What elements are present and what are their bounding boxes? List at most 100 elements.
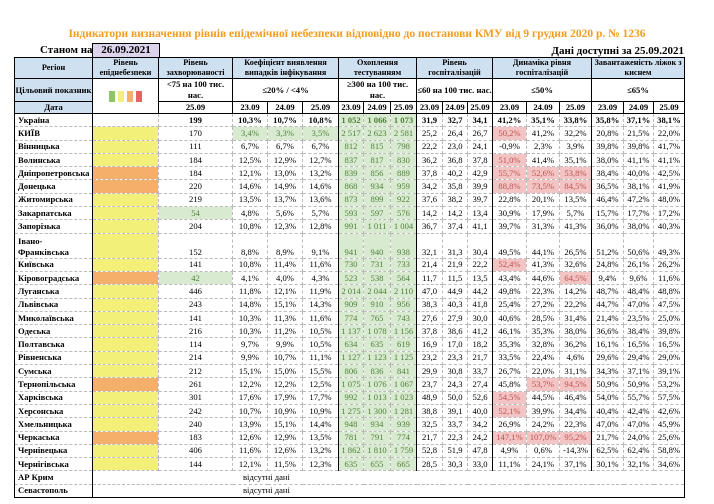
region-name: Рівненська	[14, 350, 93, 366]
level-cell	[92, 417, 159, 432]
dyn-cell: 28,5%	[526, 310, 560, 326]
incidence-cell: 261	[158, 377, 233, 392]
dyn-cell: 39,7%	[492, 219, 527, 234]
coef-cell: 12,9%	[267, 152, 303, 168]
dyn-cell: 35,1%	[559, 152, 592, 168]
hosp-cell: 24,2	[467, 430, 493, 445]
coef-cell: 10,9%	[302, 403, 339, 419]
dyn-cell: 35,3%	[492, 337, 527, 352]
incidence-cell: 183	[158, 430, 233, 445]
test-cell: 1 011	[363, 219, 391, 234]
coef-cell: 14,6%	[302, 179, 339, 194]
date-cell: 24.09	[363, 101, 391, 114]
hosp-cell: 18,2	[467, 337, 493, 352]
beds-cell: 55,7%	[623, 390, 654, 405]
target-incidence: <75 на 100 тис. нас.	[158, 78, 233, 102]
beds-cell: 40,0%	[623, 166, 654, 181]
region-name: Миколаївська	[14, 310, 93, 326]
region-name: Полтавська	[14, 337, 93, 352]
coef-cell: 12,6%	[232, 430, 268, 445]
test-cell: 619	[390, 337, 417, 352]
dyn-cell: 49,8%	[492, 284, 527, 299]
dyn-cell: 27,2%	[526, 297, 560, 312]
test-cell: 774	[338, 310, 364, 326]
table-row: Київська 141 10,8% 11,4% 11,6% 730 731 733 21,4 2…	[14, 257, 685, 272]
hosp-cell: 37,8	[416, 166, 443, 181]
coef-cell: 12,2%	[267, 377, 303, 392]
hosp-cell: 27,9	[442, 310, 468, 326]
dyn-cell: 32,2%	[559, 126, 592, 141]
test-cell: 523	[338, 270, 364, 286]
level-cell	[92, 430, 159, 445]
dyn-cell: 22,3%	[559, 417, 592, 432]
no-data-cell: відсутні дані	[92, 470, 685, 485]
hosp-cell: 36,2	[416, 152, 443, 168]
level-cell	[92, 257, 159, 272]
test-cell: 940	[363, 232, 391, 259]
table-row: КИЇВ 170 3,4% 3,3% 3,5% 2 517 2 623 2 581 25,2 26…	[14, 126, 685, 141]
dyn-cell: 44,6%	[526, 270, 560, 286]
coef-cell: 9,7%	[232, 337, 268, 352]
test-cell: 991	[338, 219, 364, 234]
level-cell	[92, 126, 159, 141]
level-legend	[92, 78, 159, 114]
hosp-cell: 11,7	[416, 270, 443, 286]
incidence-cell: 219	[158, 192, 233, 208]
header-incidence: Рівень захворюваності	[158, 57, 233, 79]
beds-cell: 23,5%	[623, 310, 654, 326]
beds-cell: 47,0%	[623, 297, 654, 312]
beds-cell: 47,0%	[623, 417, 654, 432]
test-cell: 564	[390, 270, 417, 286]
dyn-cell: 26,7%	[492, 364, 527, 379]
test-cell: 2 110	[390, 284, 417, 299]
table-row: Кіровоградська 42 4,1% 4,0% 4,3% 523 538 564 11,…	[14, 270, 685, 286]
data-available-label: Дані доступні за 25.09.2021	[551, 45, 684, 57]
test-cell: 941	[338, 232, 364, 259]
date-cell: 25.09	[559, 101, 592, 114]
beds-cell: 36,0%	[591, 219, 624, 234]
level-cell	[92, 112, 159, 128]
region-name: Львівська	[14, 297, 93, 312]
coef-cell: 10,7%	[232, 403, 268, 419]
coef-cell: 11,1%	[302, 350, 339, 366]
test-cell: 806	[338, 364, 364, 379]
beds-cell: 29,0%	[653, 350, 685, 366]
level-cell	[92, 297, 159, 312]
dyn-cell: -0,9%	[492, 139, 527, 154]
level-cell	[92, 284, 159, 299]
beds-cell: 54,0%	[591, 390, 624, 405]
test-cell: 731	[363, 257, 391, 272]
level-cell	[92, 152, 159, 168]
coef-cell: 11,4%	[267, 257, 303, 272]
header-level: Рівень епіднебезпеки	[92, 57, 159, 79]
level-cell	[92, 364, 159, 379]
dyn-cell: 44,1%	[526, 232, 560, 259]
level-cell	[92, 337, 159, 352]
incidence-cell: 240	[158, 417, 233, 432]
dyn-cell: 39,9%	[526, 403, 560, 419]
hosp-cell: 40,2	[442, 166, 468, 181]
hosp-cell: 35,8	[442, 179, 468, 194]
beds-cell: 26,2%	[653, 257, 685, 272]
dyn-cell: 31,3%	[526, 219, 560, 234]
incidence-cell: 54	[158, 206, 233, 221]
dyn-cell: 32,8%	[526, 337, 560, 352]
table-row: Чернігівська 144 12,1% 11,5% 12,3% 635 655 665 2…	[14, 457, 685, 472]
table-row: Тернопільська 261 12,2% 12,2% 12,5% 1 075 1 07…	[14, 377, 685, 392]
incidence-cell: 204	[158, 219, 233, 234]
dyn-cell: 45,8%	[492, 377, 527, 392]
dyn-cell: 22,2%	[559, 297, 592, 312]
level-cell	[92, 350, 159, 366]
coef-cell: 10,3%	[232, 310, 268, 326]
date-cell: 23.09	[232, 101, 268, 114]
coef-cell: 15,5%	[302, 364, 339, 379]
test-cell: 774	[390, 430, 417, 445]
coef-cell: 15,1%	[232, 364, 268, 379]
beds-cell: 50,6%	[623, 232, 654, 259]
table-row: Вінницька 111 6,7% 6,7% 6,7% 812 815 798 22,2 23,…	[14, 139, 685, 154]
date-cell: 25.09	[302, 101, 339, 114]
beds-cell: 37,1%	[623, 364, 654, 379]
coef-cell: 11,6%	[302, 257, 339, 272]
test-cell: 597	[363, 206, 391, 221]
beds-cell: 35,8%	[591, 112, 624, 128]
